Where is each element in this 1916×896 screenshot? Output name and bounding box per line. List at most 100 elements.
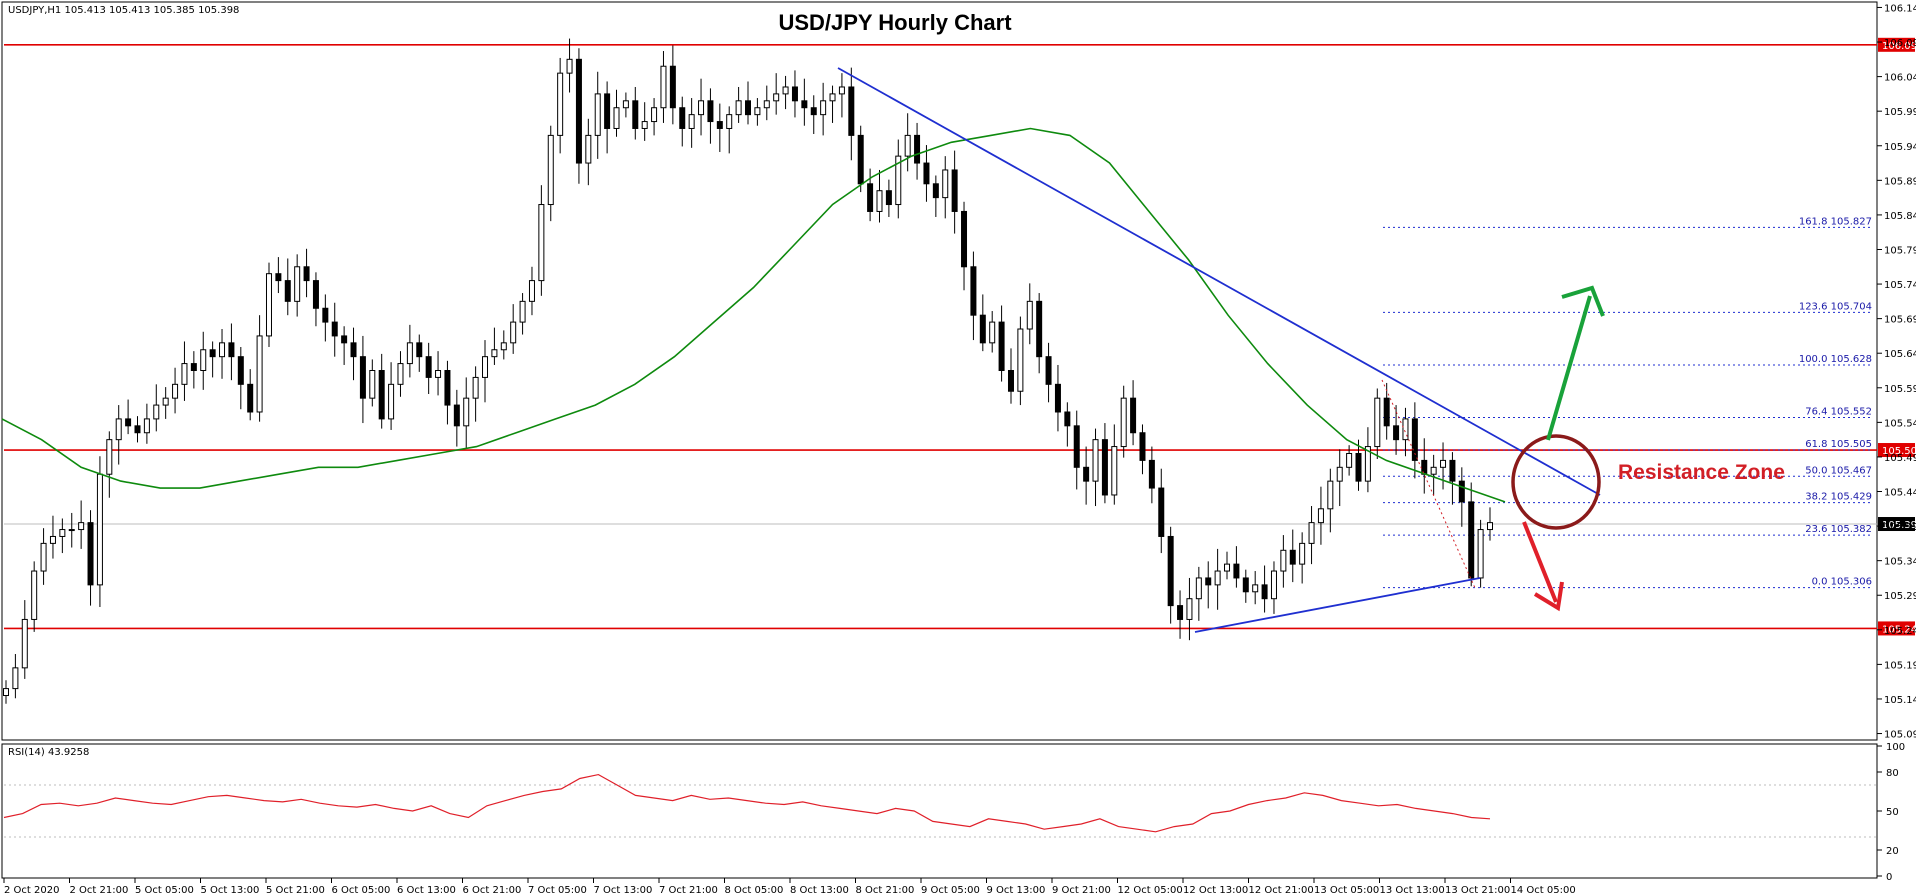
candle-body	[970, 266, 977, 316]
candle	[200, 331, 207, 390]
candle-body	[547, 134, 554, 206]
candle-body	[284, 280, 291, 302]
fibonacci-level-label: 38.2 105.429	[1805, 492, 1872, 503]
candle-body	[425, 356, 432, 378]
candle	[453, 389, 460, 447]
candle	[1242, 569, 1249, 603]
candle	[1374, 388, 1381, 460]
candle	[1308, 506, 1315, 565]
candle	[3, 680, 9, 704]
candle-body	[59, 529, 66, 537]
candle-body	[312, 280, 319, 309]
candle	[547, 125, 554, 222]
candle	[500, 330, 507, 360]
candle-body	[1252, 584, 1259, 593]
candle	[1289, 529, 1296, 583]
candle-body	[848, 86, 855, 136]
candle	[1449, 452, 1456, 505]
candle-body	[1261, 584, 1268, 600]
candle	[735, 86, 742, 123]
candle	[1299, 532, 1306, 584]
candle	[1355, 439, 1362, 491]
candle-body	[1177, 605, 1184, 620]
candle-body	[378, 370, 385, 420]
candle	[256, 315, 263, 422]
candle	[1233, 546, 1240, 588]
candle	[669, 45, 676, 125]
horizontal-levels: 106.091 105.505 105.247 105.398	[4, 37, 1916, 636]
candle	[87, 510, 94, 606]
candle	[1036, 293, 1043, 374]
candle	[1270, 561, 1277, 614]
candle	[1205, 561, 1212, 609]
candle	[31, 561, 38, 632]
candle-body	[998, 321, 1005, 371]
candle	[1167, 526, 1174, 624]
candle-body	[1430, 466, 1437, 475]
candle-body	[857, 134, 864, 185]
candle-body	[472, 376, 479, 399]
candle-body	[1158, 487, 1165, 537]
candle-body	[40, 542, 47, 572]
level-price-tag	[1878, 621, 1915, 636]
fibonacci-levels: 161.8 105.827 123.6 105.704 100.0 105.628 7…	[1383, 216, 1872, 589]
candle	[1054, 364, 1061, 432]
bearish-arrow-head	[1533, 581, 1564, 612]
time-tick-label: 6 Oct 13:00	[397, 885, 456, 896]
candle-body	[247, 383, 254, 413]
candle-body	[688, 114, 695, 129]
resistance-zone-label: Resistance Zone	[1618, 461, 1785, 484]
candle	[265, 262, 272, 347]
current-price-tag	[1878, 517, 1915, 532]
candle	[1158, 468, 1165, 554]
candle-body	[622, 100, 629, 109]
candle-body	[78, 522, 85, 531]
candle-body	[444, 370, 451, 406]
time-tick-label: 6 Oct 05:00	[332, 885, 391, 896]
fibonacci-level-label: 61.8 105.505	[1805, 439, 1872, 450]
candle-body	[1327, 480, 1334, 510]
price-tick-label: 105.395	[1884, 522, 1916, 533]
candle	[143, 403, 150, 444]
candle	[923, 145, 930, 202]
candle	[904, 113, 911, 172]
candle-body	[1289, 549, 1296, 565]
fibonacci-level-label: 123.6 105.704	[1799, 301, 1872, 312]
candle	[209, 341, 216, 378]
fibonacci-level-label: 76.4 105.552	[1805, 407, 1872, 418]
candle	[49, 515, 56, 559]
candle	[341, 326, 348, 365]
candle	[698, 78, 705, 136]
candle	[1477, 519, 1484, 588]
candle-body	[388, 383, 395, 420]
candle-body	[1317, 508, 1324, 524]
candle-body	[369, 370, 376, 399]
time-axis: 2 Oct 2020 2 Oct 21:00 5 Oct 05:00 5 Oct 13…	[3, 878, 1576, 896]
resistance-zone-circle	[1511, 434, 1601, 530]
rsi-tick-label: 50	[1886, 807, 1899, 818]
price-tick-label: 106.145	[1884, 3, 1916, 14]
candle-body	[322, 307, 329, 323]
candle-body	[1242, 577, 1249, 593]
candlestick-series	[3, 38, 1493, 704]
candle	[791, 70, 798, 118]
candle-body	[12, 667, 19, 690]
time-tick-label: 13 Oct 05:00	[1314, 885, 1379, 896]
candle	[820, 82, 827, 136]
candle	[275, 257, 282, 294]
candle	[369, 359, 376, 407]
time-tick-label: 8 Oct 21:00	[856, 885, 915, 896]
price-tick-label: 105.545	[1884, 418, 1916, 429]
candle	[406, 324, 413, 378]
candle-body	[1346, 452, 1353, 468]
candle-body	[275, 273, 282, 282]
candle	[1327, 468, 1334, 533]
candle	[1280, 535, 1287, 588]
candle	[867, 168, 874, 222]
candle	[1364, 427, 1371, 493]
candle	[651, 98, 658, 136]
candle	[1487, 507, 1493, 541]
time-tick-label: 8 Oct 05:00	[725, 885, 784, 896]
